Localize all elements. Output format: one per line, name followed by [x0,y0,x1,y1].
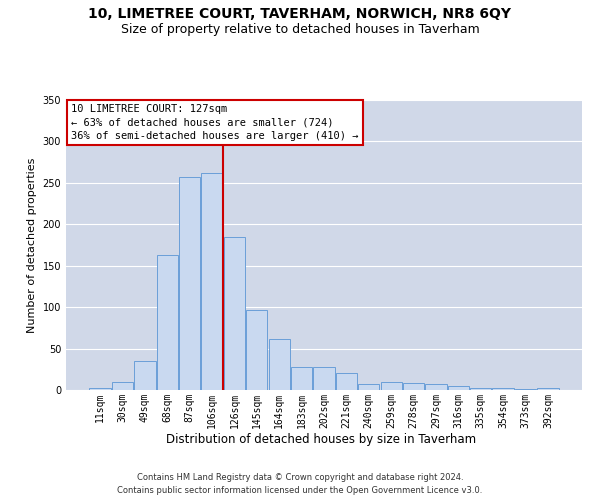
Bar [358,384,379,390]
Bar [224,236,245,390]
Bar [89,388,111,390]
Bar [403,384,424,390]
Text: Contains HM Land Registry data © Crown copyright and database right 2024.: Contains HM Land Registry data © Crown c… [137,472,463,482]
Bar [493,388,514,390]
Bar [157,255,178,390]
Bar [336,374,357,390]
Bar [269,338,290,390]
Bar [470,388,491,390]
Bar [425,384,446,390]
Bar [537,388,559,390]
Bar [246,310,268,390]
Bar [448,386,469,390]
Text: 10, LIMETREE COURT, TAVERHAM, NORWICH, NR8 6QY: 10, LIMETREE COURT, TAVERHAM, NORWICH, N… [89,8,511,22]
Text: 10 LIMETREE COURT: 127sqm
← 63% of detached houses are smaller (724)
36% of semi: 10 LIMETREE COURT: 127sqm ← 63% of detac… [71,104,359,141]
Text: Size of property relative to detached houses in Taverham: Size of property relative to detached ho… [121,22,479,36]
Bar [112,382,133,390]
Bar [291,367,312,390]
Bar [313,367,335,390]
Text: Distribution of detached houses by size in Taverham: Distribution of detached houses by size … [166,432,476,446]
Bar [515,389,536,390]
Text: Contains public sector information licensed under the Open Government Licence v3: Contains public sector information licen… [118,486,482,495]
Y-axis label: Number of detached properties: Number of detached properties [27,158,37,332]
Bar [134,361,155,390]
Bar [202,173,223,390]
Bar [179,177,200,390]
Bar [380,382,402,390]
